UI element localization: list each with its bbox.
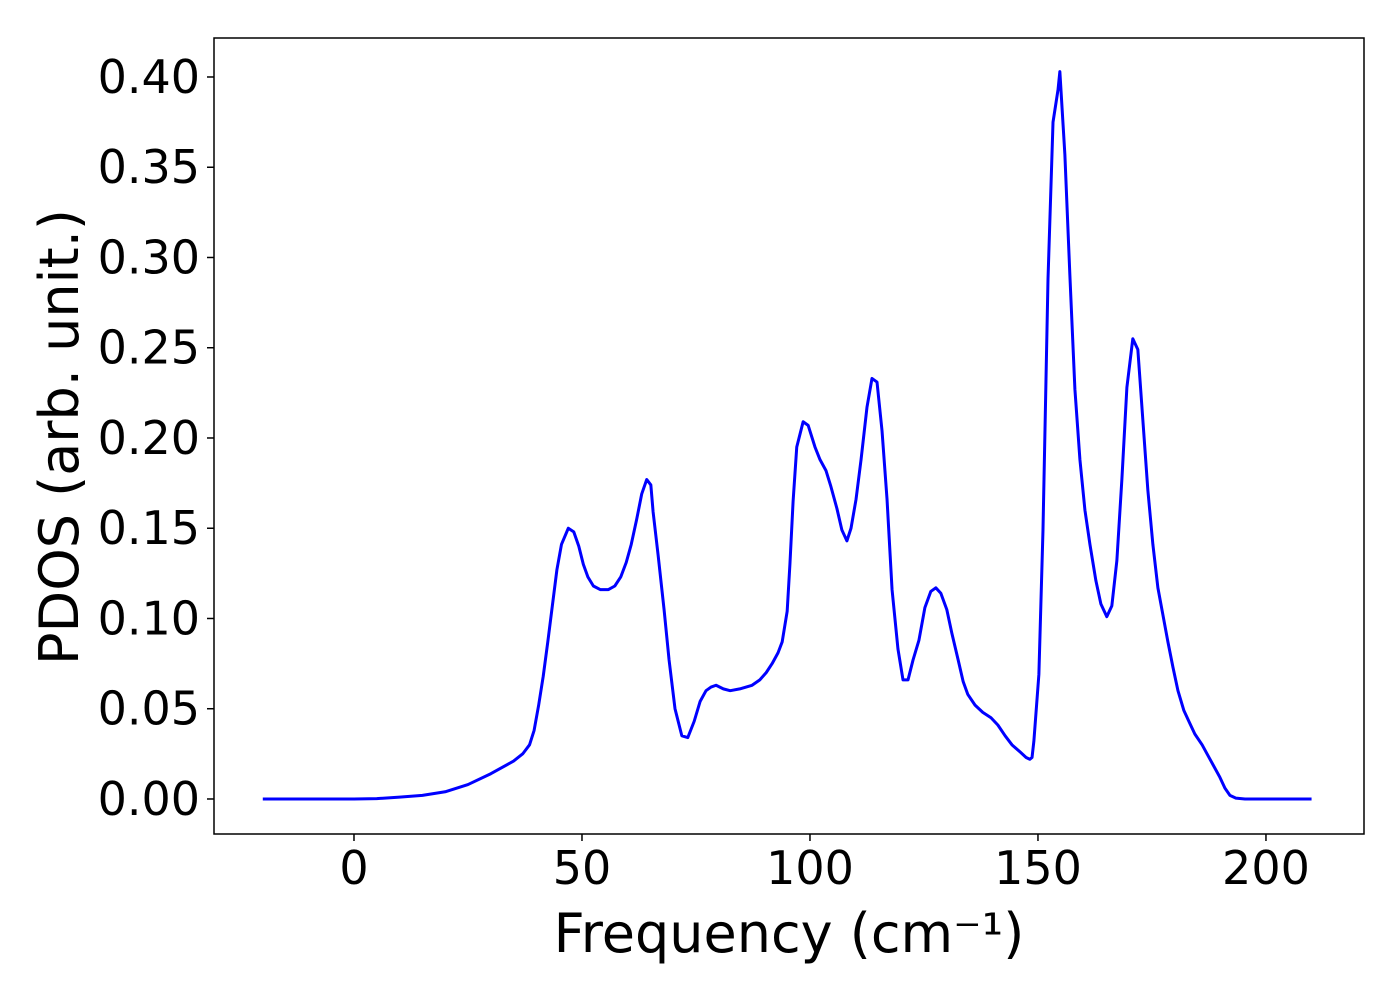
- y-tick-label: 0.15: [98, 501, 200, 555]
- y-tick-label: 0.10: [98, 591, 200, 645]
- y-tick-label: 0.20: [98, 411, 200, 465]
- y-axis-label: PDOS (arb. unit.): [28, 209, 91, 665]
- x-tick-label: 0: [339, 841, 368, 895]
- y-tick-label: 0.05: [98, 682, 200, 736]
- plot-frame: [213, 37, 1365, 835]
- y-tick-label: 0.35: [98, 140, 200, 194]
- x-tick-label: 150: [994, 841, 1082, 895]
- data-line: [262, 70, 1312, 801]
- y-tick-label: 0.00: [98, 772, 200, 826]
- x-tick-label: 200: [1222, 841, 1310, 895]
- y-tick-label: 0.30: [98, 230, 200, 284]
- x-tick-label: 50: [553, 841, 612, 895]
- y-tick-label: 0.40: [98, 50, 200, 104]
- x-tick-label: 100: [766, 841, 854, 895]
- y-tick-label: 0.25: [98, 321, 200, 375]
- x-axis-label: Frequency (cm⁻¹): [554, 902, 1025, 965]
